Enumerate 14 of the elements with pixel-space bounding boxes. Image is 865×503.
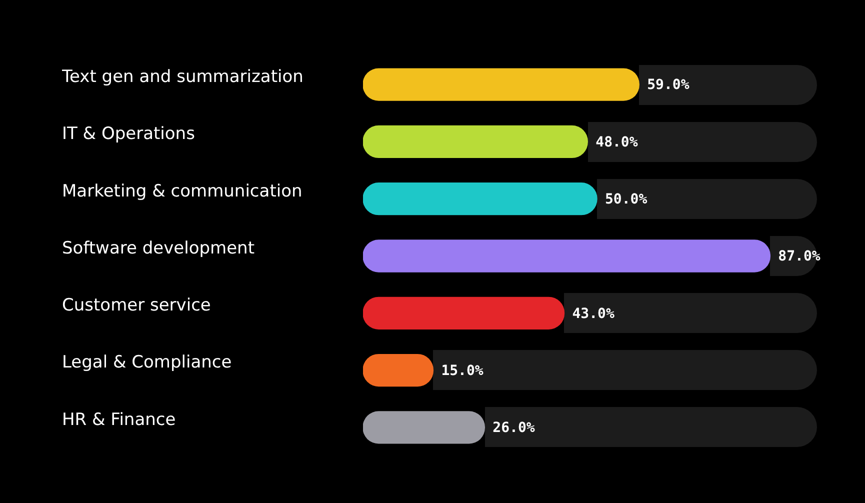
data-label: 87.0% [778,248,821,265]
y-tick-label: Marketing & communication [62,181,302,202]
y-tick-label: Software development [62,238,255,258]
data-label: 48.0% [596,134,638,150]
y-tick-label: Legal & Compliance [62,352,232,373]
y-tick-label: HR & Finance [62,410,176,430]
data-label: 15.0% [441,362,484,379]
y-tick-label: Text gen and summarization [61,66,304,87]
data-label: 26.0% [492,420,536,436]
data-label: 43.0% [572,306,615,322]
data-label: 59.0% [647,77,690,94]
data-label: 50.0% [605,192,648,208]
y-tick-label: IT & Operations [62,124,196,144]
y-tick-label: Customer service [62,296,211,316]
